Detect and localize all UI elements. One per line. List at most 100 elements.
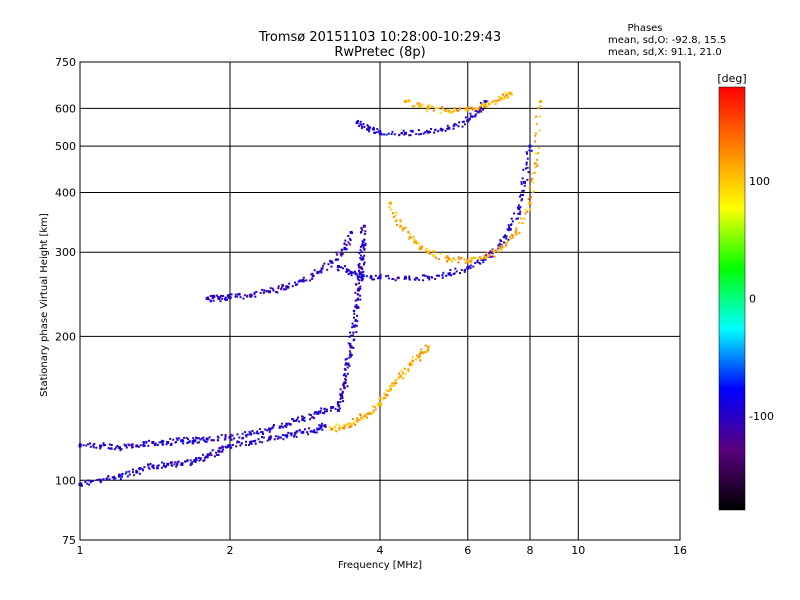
trace-marker — [208, 436, 211, 439]
trace-marker — [454, 267, 457, 270]
trace-marker — [356, 314, 359, 317]
trace-marker — [250, 442, 253, 445]
trace-marker — [196, 437, 199, 440]
trace-marker — [256, 430, 259, 433]
trace-marker — [224, 445, 227, 448]
trace-marker — [359, 267, 362, 270]
trace-marker — [526, 178, 529, 181]
trace-marker — [333, 428, 336, 431]
series-o — [334, 224, 367, 412]
trace-marker — [491, 249, 494, 252]
trace-marker — [487, 103, 490, 106]
trace-marker — [152, 464, 155, 467]
trace-marker — [236, 440, 239, 443]
trace-marker — [312, 430, 315, 433]
trace-marker — [505, 96, 508, 99]
trace-marker — [277, 285, 280, 288]
trace-marker — [330, 428, 333, 431]
trace-marker — [335, 423, 338, 426]
trace-marker — [344, 358, 347, 361]
trace-marker — [520, 199, 523, 202]
trace-marker — [360, 127, 363, 130]
trace-marker — [186, 459, 189, 462]
trace-marker — [361, 242, 364, 245]
trace-marker — [359, 257, 362, 260]
trace-marker — [477, 108, 480, 111]
trace-marker — [482, 104, 485, 107]
data-point — [166, 440, 170, 444]
trace-marker — [482, 261, 485, 264]
trace-marker — [86, 482, 89, 485]
trace-marker — [211, 449, 214, 452]
data-point — [523, 180, 527, 184]
trace-marker — [154, 442, 157, 445]
trace-marker — [344, 379, 347, 382]
trace-marker — [371, 278, 374, 281]
chart-title: Tromsø 20151103 10:28:00-10:29:43 — [258, 30, 501, 45]
trace-marker — [347, 241, 350, 244]
trace-marker — [539, 105, 542, 108]
data-point — [403, 276, 407, 280]
trace-marker — [444, 129, 447, 132]
trace-marker — [359, 120, 362, 123]
trace-marker — [349, 425, 352, 428]
data-points — [78, 91, 543, 487]
trace-marker — [350, 425, 353, 428]
trace-marker — [461, 120, 464, 123]
trace-marker — [318, 270, 321, 273]
trace-marker — [349, 331, 352, 334]
trace-marker — [472, 265, 475, 268]
trace-marker — [211, 297, 214, 300]
data-point — [301, 430, 305, 434]
trace-marker — [424, 131, 427, 134]
trace-marker — [330, 265, 333, 268]
trace-marker — [126, 475, 129, 478]
plot-frame — [79, 61, 681, 541]
trace-marker — [387, 274, 390, 277]
trace-marker — [219, 296, 222, 299]
trace-marker — [282, 426, 285, 429]
trace-marker — [356, 274, 359, 277]
trace-marker — [394, 220, 397, 223]
trace-marker — [213, 455, 216, 458]
trace-marker — [306, 431, 309, 434]
trace-marker — [358, 271, 361, 274]
trace-marker — [236, 433, 239, 436]
trace-marker — [359, 294, 362, 297]
series-x — [388, 100, 543, 264]
trace-marker — [202, 439, 205, 442]
trace-marker — [523, 217, 526, 220]
trace-marker — [354, 299, 357, 302]
trace-marker — [500, 244, 503, 247]
trace-marker — [177, 460, 180, 463]
trace-marker — [445, 274, 448, 277]
trace-marker — [483, 256, 486, 259]
x-tick-label: 4 — [377, 544, 384, 557]
trace-marker — [521, 194, 524, 197]
trace-marker — [483, 254, 486, 257]
trace-marker — [176, 463, 179, 466]
trace-marker — [383, 133, 386, 136]
trace-marker — [408, 275, 411, 278]
trace-marker — [475, 107, 478, 110]
trace-marker — [389, 208, 392, 211]
trace-marker — [186, 441, 189, 444]
trace-marker — [478, 256, 481, 259]
trace-marker — [107, 447, 110, 450]
trace-marker — [364, 244, 367, 247]
trace-marker — [360, 226, 363, 229]
trace-marker — [433, 254, 436, 257]
trace-marker — [419, 133, 422, 136]
trace-marker — [290, 434, 293, 437]
trace-marker — [435, 274, 438, 277]
trace-marker — [450, 260, 453, 263]
trace-marker — [303, 279, 306, 282]
x-axis-ticks: 1 2 4 6 8 10 16 — [77, 544, 688, 557]
trace-marker — [313, 417, 316, 420]
trace-marker — [508, 235, 511, 238]
trace-marker — [396, 277, 399, 280]
trace-marker — [391, 382, 394, 385]
trace-marker — [518, 232, 521, 235]
trace-marker — [520, 183, 523, 186]
